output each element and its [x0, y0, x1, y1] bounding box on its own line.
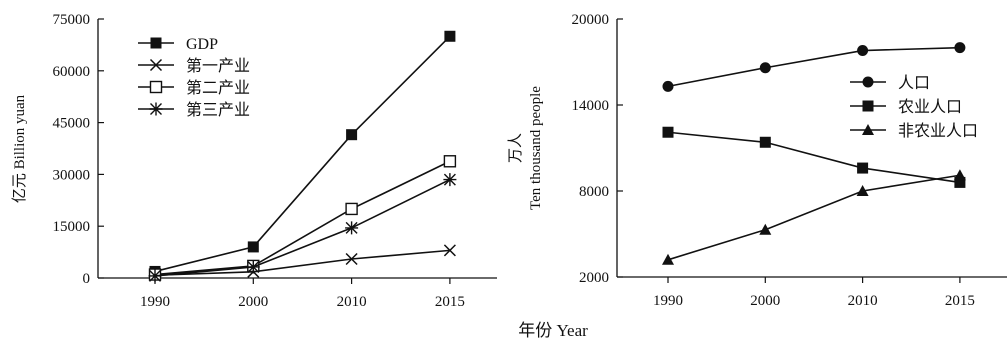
y-tick-label: 15000: [53, 219, 91, 235]
y-axis-title: 亿元 Billion yuan: [11, 94, 28, 203]
x-tick-label: 2010: [848, 293, 878, 309]
legend-label: 非农业人口: [898, 122, 978, 140]
legend-marker: [149, 58, 163, 72]
data-point: [954, 42, 966, 54]
legend-marker: [149, 80, 163, 94]
legend-marker: [149, 102, 163, 116]
y-tick-label: 14000: [572, 98, 610, 114]
legend-label: 人口: [898, 74, 930, 92]
legend-marker: [862, 76, 874, 88]
data-point: [443, 155, 457, 168]
series-line-1: [667, 46, 960, 88]
x-tick-label: 2010: [337, 294, 367, 310]
data-point: [443, 244, 456, 257]
data-point: [954, 176, 966, 188]
y-tick-label: 45000: [53, 116, 91, 132]
y-tick-label: 60000: [53, 64, 91, 80]
data-point: [662, 126, 674, 138]
data-point: [759, 136, 771, 148]
y-tick-label: 8000: [579, 184, 609, 200]
data-point: [759, 62, 771, 74]
right-chart-population: 2000 8000 14000 20000 1990 2000 2010 2015 万人 Ten …: [507, 12, 1007, 309]
x-tick-label: 1990: [653, 293, 683, 309]
legend-label: 第一产业: [186, 57, 250, 75]
data-point: [148, 269, 162, 283]
data-point: [345, 221, 359, 235]
data-point: [953, 169, 966, 181]
y-axis-title: 万人: [507, 133, 524, 163]
data-point: [247, 241, 259, 253]
series-line-1: [154, 35, 451, 273]
series-line-2: [667, 131, 961, 184]
y-tick-label: 2000: [579, 270, 609, 286]
legend-label: 第三产业: [186, 101, 250, 119]
y-tick-label: 75000: [53, 12, 91, 28]
data-point: [759, 223, 772, 235]
x-tick-label: 2015: [945, 293, 975, 309]
data-point: [444, 30, 456, 42]
left-chart-gdp: 0 15000 30000 45000 60000 75000 1990 2000 2010 20…: [11, 12, 497, 310]
x-tick-label: 2000: [750, 293, 780, 309]
legend-marker: [862, 124, 874, 135]
series-line-2: [154, 249, 450, 277]
legend-marker: [150, 37, 162, 49]
data-point: [246, 260, 260, 274]
series-line-3: [667, 174, 961, 261]
data-point: [662, 80, 674, 92]
legend-label: 第二产业: [186, 79, 250, 97]
x-tick-label: 2015: [435, 294, 465, 310]
y-tick-label: 0: [83, 271, 91, 287]
series-line-4: [154, 178, 451, 277]
y-tick-label: 30000: [53, 167, 91, 183]
x-axis-title: 年份 Year: [518, 321, 588, 340]
y-axis-title: Ten thousand people: [528, 86, 544, 210]
data-point: [345, 252, 358, 266]
data-point: [857, 162, 869, 174]
data-point: [856, 185, 869, 196]
series-line-3: [154, 160, 451, 276]
legend-marker: [862, 100, 874, 112]
data-point: [346, 129, 358, 141]
data-point: [662, 253, 674, 265]
y-tick-label: 20000: [572, 12, 610, 28]
data-point: [857, 45, 869, 57]
legend-label: 农业人口: [898, 98, 962, 116]
legend-label: GDP: [186, 36, 218, 53]
data-point: [443, 173, 457, 187]
data-point: [345, 202, 358, 216]
x-tick-label: 2000: [238, 294, 268, 310]
x-tick-label: 1990: [140, 294, 170, 310]
